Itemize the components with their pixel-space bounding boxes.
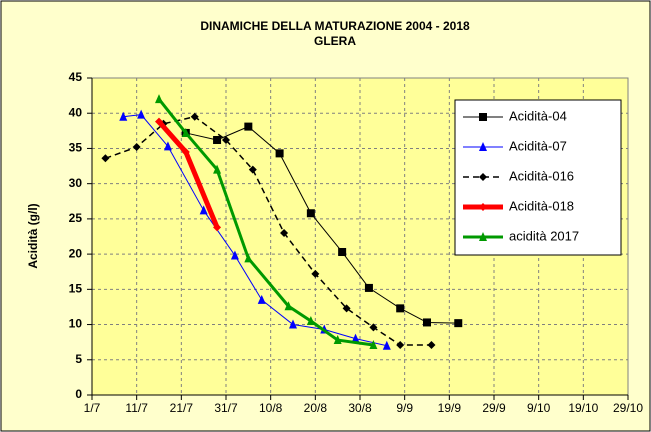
marker bbox=[333, 335, 342, 345]
y-axis-label: Acidità (g/l) bbox=[26, 203, 40, 268]
marker bbox=[284, 301, 293, 311]
chart-subtitle: GLERA bbox=[314, 34, 356, 48]
x-tick-label: 11/7 bbox=[125, 401, 148, 415]
y-tick-label: 40 bbox=[69, 105, 83, 119]
y-tick-label: 45 bbox=[69, 70, 83, 84]
marker bbox=[289, 319, 297, 329]
x-tick-label: 9/9 bbox=[396, 401, 413, 415]
legend-label: acidità 2017 bbox=[509, 228, 579, 243]
marker bbox=[244, 122, 253, 131]
marker bbox=[369, 323, 378, 332]
marker bbox=[338, 247, 347, 256]
legend-label: Acidità-016 bbox=[509, 168, 574, 183]
marker bbox=[479, 173, 487, 181]
legend-label: Acidità-07 bbox=[509, 138, 567, 153]
marker bbox=[181, 127, 190, 137]
marker bbox=[306, 209, 315, 218]
marker bbox=[248, 165, 257, 174]
y-tick-label: 30 bbox=[69, 176, 83, 190]
marker bbox=[275, 149, 284, 158]
marker bbox=[369, 339, 378, 349]
x-tick-label: 31/7 bbox=[214, 401, 238, 415]
marker bbox=[479, 203, 487, 211]
marker bbox=[222, 135, 230, 144]
marker bbox=[342, 304, 351, 313]
x-tick-label: 19/10 bbox=[568, 401, 598, 415]
marker bbox=[213, 223, 222, 232]
chart-title: DINAMICHE DELLA MATURAZIONE 2004 - 2018 bbox=[200, 19, 470, 33]
marker bbox=[364, 283, 373, 292]
marker bbox=[423, 318, 431, 327]
marker bbox=[213, 164, 222, 174]
y-tick-label: 10 bbox=[69, 317, 83, 331]
marker bbox=[280, 228, 289, 237]
marker bbox=[155, 94, 163, 104]
y-tick-label: 25 bbox=[69, 211, 83, 225]
legend-label: Acidità-04 bbox=[509, 108, 567, 123]
legend-label: Acidità-018 bbox=[509, 198, 574, 213]
y-tick-label: 35 bbox=[69, 141, 83, 155]
marker bbox=[119, 111, 128, 121]
marker bbox=[427, 340, 436, 349]
marker bbox=[137, 109, 146, 119]
marker bbox=[382, 340, 391, 350]
series-line bbox=[157, 98, 374, 347]
marker bbox=[396, 304, 405, 313]
marker bbox=[396, 340, 405, 349]
y-tick-label: 0 bbox=[75, 387, 82, 401]
marker bbox=[454, 319, 463, 328]
x-tick-label: 30/8 bbox=[348, 401, 372, 415]
marker bbox=[213, 135, 222, 144]
series-line bbox=[185, 126, 459, 324]
marker bbox=[155, 117, 163, 126]
marker bbox=[199, 205, 208, 215]
x-tick-label: 10/8 bbox=[259, 401, 283, 415]
marker bbox=[190, 112, 199, 121]
y-tick-label: 15 bbox=[69, 282, 83, 296]
series-line bbox=[123, 114, 387, 347]
marker bbox=[479, 142, 487, 151]
x-tick-label: 29/9 bbox=[482, 401, 506, 415]
series-line bbox=[105, 115, 432, 346]
marker bbox=[163, 141, 172, 151]
x-tick-label: 19/9 bbox=[438, 401, 462, 415]
x-tick-label: 29/10 bbox=[613, 401, 643, 415]
marker bbox=[311, 269, 320, 278]
marker bbox=[244, 253, 253, 263]
marker bbox=[479, 232, 487, 241]
y-tick-label: 20 bbox=[69, 246, 83, 260]
marker bbox=[181, 147, 190, 156]
marker bbox=[257, 294, 266, 304]
x-tick-label: 21/7 bbox=[170, 401, 194, 415]
marker bbox=[351, 333, 360, 343]
y-tick-label: 5 bbox=[75, 352, 82, 366]
x-tick-label: 1/7 bbox=[84, 401, 101, 415]
marker bbox=[230, 250, 239, 260]
marker bbox=[132, 143, 141, 152]
marker bbox=[306, 316, 315, 326]
marker bbox=[101, 154, 110, 163]
marker bbox=[479, 113, 487, 121]
x-tick-label: 20/8 bbox=[304, 401, 328, 415]
x-tick-label: 9/10 bbox=[527, 401, 551, 415]
